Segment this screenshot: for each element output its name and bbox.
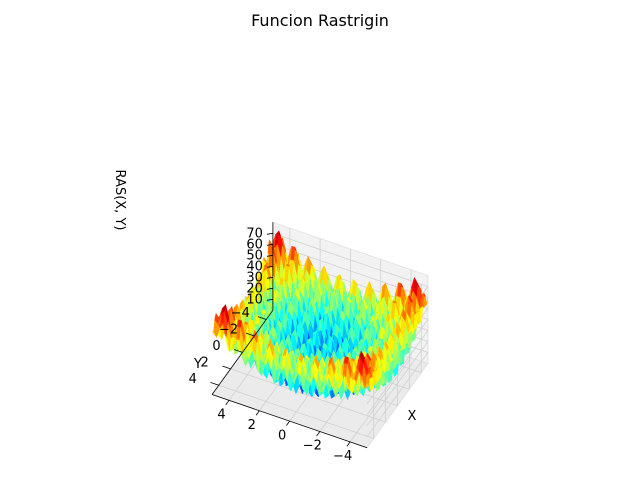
y-tick-label: −2 — [219, 322, 238, 337]
z-tick-label: 60 — [246, 237, 263, 252]
z-tick-label: 50 — [246, 248, 263, 263]
z-tick-mark — [266, 243, 273, 246]
x-tick-label: 4 — [217, 407, 225, 422]
y-tick-mark — [234, 349, 243, 353]
z-tick-mark — [266, 287, 273, 290]
x-tick-label: −2 — [303, 439, 322, 454]
x-tick-mark — [225, 400, 230, 406]
x-tick-label: 2 — [248, 418, 256, 433]
z-axis-label: RAS(X, Y) — [112, 170, 127, 231]
grid-line-y — [230, 368, 386, 423]
z-tick-label: 30 — [246, 270, 263, 285]
x-tick-mark — [286, 420, 290, 426]
y-axis-label: Y — [193, 357, 202, 372]
x-tick-label: 0 — [278, 428, 286, 443]
z-tick-label: 40 — [246, 259, 263, 274]
base-axis-line — [211, 394, 368, 449]
z-tick-mark — [266, 298, 273, 301]
z-tick-mark — [266, 276, 273, 279]
x-tick-mark — [316, 431, 321, 437]
x-tick-mark — [255, 410, 260, 416]
x-axis-label: X — [408, 409, 417, 424]
y-tick-label: 2 — [201, 355, 209, 370]
x-tick-label: −4 — [333, 449, 352, 464]
y-tick-label: 0 — [212, 339, 220, 354]
y-tick-label: −4 — [231, 306, 250, 321]
y-tick-mark — [257, 316, 267, 320]
grid-line-y — [218, 384, 374, 439]
y-tick-mark — [245, 332, 255, 337]
y-tick-label: 4 — [189, 372, 197, 387]
y-tick-mark — [210, 382, 219, 386]
z-tick-mark — [266, 254, 273, 257]
x-tick-mark — [346, 441, 351, 447]
chart-title: Funcion Rastrigin — [251, 11, 389, 30]
rastrigin-surface — [211, 230, 429, 401]
z-tick-mark — [266, 232, 273, 235]
surface-facet — [211, 330, 217, 338]
z-tick-label: 20 — [246, 281, 263, 296]
z-tick-label: 70 — [246, 226, 263, 241]
z-tick-mark — [266, 265, 273, 268]
y-tick-mark — [222, 365, 231, 370]
z-tick-label: 10 — [246, 292, 263, 307]
base-axis-line — [211, 310, 274, 395]
